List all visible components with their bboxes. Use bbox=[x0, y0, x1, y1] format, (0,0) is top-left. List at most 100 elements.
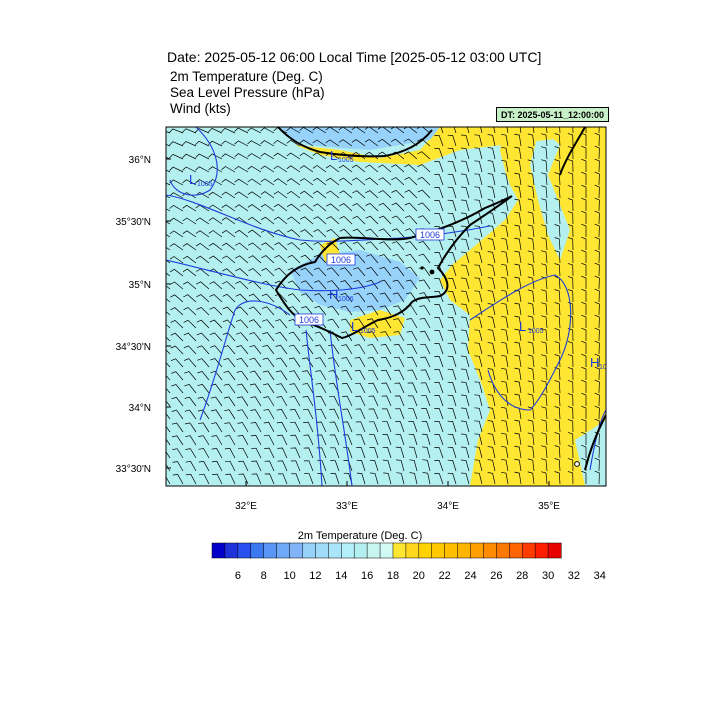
coast-cyprus bbox=[274, 195, 513, 340]
wind-barb bbox=[378, 241, 392, 251]
wind-barb bbox=[581, 145, 587, 159]
wind-barb bbox=[501, 432, 509, 446]
wind-barb bbox=[250, 434, 262, 446]
wind-barb bbox=[367, 344, 379, 355]
wind-barb bbox=[329, 434, 340, 446]
wind-barb bbox=[339, 241, 353, 251]
wind-barb bbox=[567, 263, 574, 277]
wind-barb bbox=[169, 243, 184, 251]
wind-barb bbox=[263, 396, 275, 407]
wind-barb bbox=[314, 344, 327, 355]
wind-barb bbox=[559, 127, 561, 134]
wind-barb bbox=[447, 355, 457, 368]
wind-barb bbox=[185, 448, 197, 459]
wind-barb bbox=[339, 215, 353, 225]
wind-barb bbox=[383, 472, 392, 485]
wind-barb bbox=[395, 446, 405, 459]
isobar-label-box bbox=[415, 228, 445, 241]
wind-barb bbox=[541, 250, 548, 264]
colorbar-swatch bbox=[341, 542, 355, 559]
wind-barb bbox=[355, 395, 366, 407]
colorbar-tick-label: 12 bbox=[309, 570, 321, 582]
wind-barb bbox=[527, 445, 535, 459]
wind-barb bbox=[221, 127, 236, 134]
wind-barb bbox=[447, 394, 457, 407]
wind-barb bbox=[409, 459, 418, 472]
wind-barb bbox=[171, 384, 184, 394]
wind-barb bbox=[594, 210, 600, 225]
wind-barb bbox=[341, 370, 353, 381]
wind-barb bbox=[394, 382, 405, 394]
wind-barb bbox=[262, 370, 275, 381]
wind-barb bbox=[514, 445, 522, 459]
wind-barb bbox=[541, 458, 548, 472]
wind-barb bbox=[248, 319, 262, 329]
wind-barb bbox=[527, 224, 535, 238]
wind-barb bbox=[302, 383, 314, 394]
wind-barb bbox=[594, 184, 600, 199]
wind-barb bbox=[365, 215, 379, 225]
wind-barb bbox=[594, 379, 600, 394]
wind-barb bbox=[277, 434, 288, 446]
colorbar-tick-label: 28 bbox=[516, 570, 528, 582]
wind-barb bbox=[261, 293, 275, 303]
colorbar-tick-label: 34 bbox=[594, 570, 606, 582]
wind-barb bbox=[514, 263, 522, 277]
wind-barb bbox=[391, 215, 405, 225]
wind-barb bbox=[514, 159, 522, 173]
wind-barb bbox=[274, 229, 288, 238]
wind-barb bbox=[286, 165, 301, 173]
subtitle-wind: Wind (kts) bbox=[170, 101, 231, 116]
wind-barb bbox=[554, 224, 561, 238]
wind-barb bbox=[377, 138, 392, 147]
wind-barb bbox=[447, 459, 457, 472]
wind-barb bbox=[487, 238, 496, 251]
wind-barb bbox=[581, 288, 587, 302]
wind-barb bbox=[209, 332, 223, 342]
wind-barb bbox=[474, 147, 483, 160]
isobar-nw bbox=[169, 127, 218, 196]
city-marker bbox=[420, 266, 424, 270]
pressure-center-value: 1005 bbox=[197, 181, 213, 188]
wind-barb bbox=[170, 319, 184, 329]
wind-barb bbox=[235, 332, 249, 342]
wind-barb bbox=[514, 380, 522, 394]
wind-barb bbox=[514, 172, 522, 186]
wind-barb bbox=[541, 133, 548, 147]
wind-barb bbox=[527, 458, 535, 472]
wind-barb bbox=[567, 432, 574, 446]
wind-barb bbox=[355, 421, 366, 433]
wind-barb bbox=[501, 263, 509, 277]
wind-barb bbox=[273, 152, 288, 160]
wind-barb bbox=[567, 250, 574, 264]
wind-barb bbox=[197, 358, 210, 368]
wind-barb bbox=[460, 147, 470, 160]
wind-barb bbox=[248, 255, 262, 264]
isobar-east bbox=[469, 274, 572, 411]
wind-barb bbox=[541, 432, 548, 446]
coast-levant-north bbox=[559, 127, 586, 176]
wind-barb bbox=[404, 215, 418, 225]
colorbar-tick-label: 22 bbox=[439, 570, 451, 582]
lat-label: 36°N bbox=[129, 155, 151, 166]
wind-barb bbox=[594, 366, 600, 381]
wind-barb bbox=[182, 255, 197, 264]
wind-barb bbox=[184, 409, 197, 420]
wind-barb bbox=[260, 191, 275, 199]
wind-barb bbox=[474, 238, 483, 251]
wind-barb bbox=[247, 165, 262, 173]
wind-barb bbox=[554, 393, 561, 407]
wind-barb bbox=[182, 153, 197, 160]
wind-barb bbox=[554, 315, 561, 329]
wind-barb bbox=[474, 368, 483, 381]
wind-barb bbox=[275, 319, 288, 329]
wind-barb bbox=[367, 318, 379, 329]
wind-barb bbox=[541, 302, 548, 316]
colorbar-swatch bbox=[366, 542, 381, 559]
wind-barb bbox=[501, 471, 509, 485]
wind-barb bbox=[171, 409, 184, 420]
wind-barb bbox=[567, 185, 574, 199]
wind-barb bbox=[208, 255, 223, 264]
wind-barb bbox=[300, 216, 314, 225]
wind-barb bbox=[594, 301, 600, 316]
